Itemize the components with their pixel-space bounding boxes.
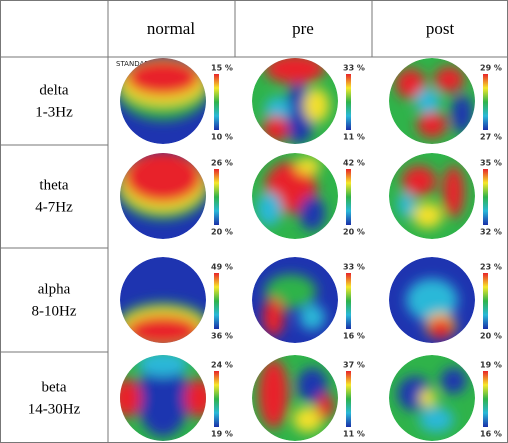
color-bar xyxy=(346,371,351,427)
map-blob xyxy=(441,368,467,394)
scale-max: 15 % xyxy=(211,64,233,73)
map-blob xyxy=(263,116,289,142)
map-blob xyxy=(415,88,441,114)
row-label: beta xyxy=(42,379,67,395)
topomap xyxy=(252,54,338,144)
map-blobs xyxy=(116,302,211,349)
color-bar xyxy=(483,371,488,427)
topomap xyxy=(252,355,338,441)
map-blob xyxy=(124,151,201,203)
scale-max: 37 % xyxy=(343,361,365,370)
map-blob xyxy=(451,95,473,134)
topomap xyxy=(389,58,475,144)
map-blob xyxy=(419,407,453,433)
map-blob xyxy=(413,202,443,228)
map-blob xyxy=(126,316,199,346)
scale-max: 23 % xyxy=(480,263,502,272)
topomap xyxy=(116,257,211,349)
map-blob xyxy=(317,394,334,420)
scale-max: 26 % xyxy=(211,159,233,168)
color-bar xyxy=(214,371,219,427)
map-blob xyxy=(419,389,436,406)
map-blob xyxy=(258,359,288,428)
scale-min: 11 % xyxy=(343,133,365,142)
scale-min: 16 % xyxy=(343,332,365,341)
map-blob xyxy=(299,304,325,330)
scale-max: 33 % xyxy=(343,263,365,272)
scale-min: 27 % xyxy=(480,133,502,142)
row-label: theta xyxy=(39,177,68,193)
map-blob xyxy=(417,112,447,138)
map-blob xyxy=(443,166,465,218)
row-label: alpha xyxy=(38,281,71,297)
column-header: post xyxy=(426,19,455,38)
scale-max: 33 % xyxy=(343,64,365,73)
scale-min: 32 % xyxy=(480,228,502,237)
color-bar xyxy=(346,169,351,225)
color-bar xyxy=(214,273,219,329)
scale-min: 20 % xyxy=(343,228,365,237)
map-blob xyxy=(299,196,325,230)
topomap xyxy=(389,355,475,441)
color-bar xyxy=(346,273,351,329)
scale-max: 19 % xyxy=(480,361,502,370)
scale-min: 20 % xyxy=(480,332,502,341)
scale-max: 35 % xyxy=(480,159,502,168)
map-blob xyxy=(428,317,454,339)
topomap xyxy=(116,151,211,239)
scale-max: 49 % xyxy=(211,263,233,272)
map-blob xyxy=(263,298,285,337)
topomap xyxy=(252,257,338,343)
color-bar xyxy=(483,273,488,329)
map-blob xyxy=(111,379,141,418)
map-blob xyxy=(402,166,436,196)
column-header: normal xyxy=(147,19,195,38)
map-blob xyxy=(137,351,189,377)
column-header: pre xyxy=(292,19,314,38)
scale-min: 16 % xyxy=(480,430,502,439)
topomap xyxy=(252,153,338,239)
topomap xyxy=(111,351,214,441)
topomap xyxy=(389,257,475,343)
color-bar xyxy=(483,169,488,225)
map-blobs xyxy=(111,351,214,437)
color-bar xyxy=(483,74,488,130)
scale-min: 11 % xyxy=(343,430,365,439)
row-label: 14-30Hz xyxy=(28,401,81,417)
map-blob xyxy=(304,88,330,122)
row-label: 1-3Hz xyxy=(35,104,73,120)
scale-min: 20 % xyxy=(211,228,233,237)
figure-table: STANDARD / 정상 normalprepostdelta1-3Hz15 … xyxy=(0,0,508,443)
scale-max: 24 % xyxy=(211,361,233,370)
scale-min: 19 % xyxy=(211,430,233,439)
scale-max: 29 % xyxy=(480,64,502,73)
row-label: delta xyxy=(39,82,68,98)
map-blobs xyxy=(116,151,211,220)
scale-min: 10 % xyxy=(211,133,233,142)
row-label: 8-10Hz xyxy=(32,303,77,319)
topomap xyxy=(116,56,211,144)
map-blob xyxy=(256,192,282,226)
color-bar xyxy=(346,74,351,130)
map-blob xyxy=(265,54,325,84)
map-blob xyxy=(406,279,458,322)
row-label: 4-7Hz xyxy=(35,199,73,215)
color-bar xyxy=(214,169,219,225)
map-blob xyxy=(185,379,215,418)
topomap xyxy=(389,153,475,239)
scale-min: 36 % xyxy=(211,332,233,341)
map-blob xyxy=(398,192,415,218)
map-blob xyxy=(434,67,464,93)
map-blob xyxy=(295,157,321,174)
scale-max: 42 % xyxy=(343,159,365,168)
color-bar xyxy=(214,74,219,130)
